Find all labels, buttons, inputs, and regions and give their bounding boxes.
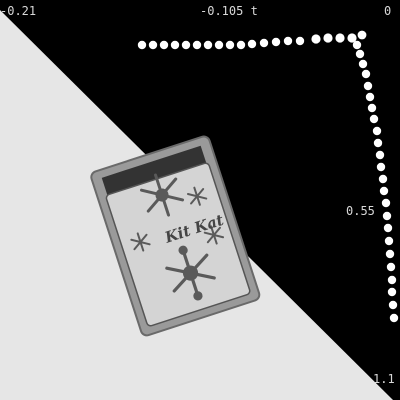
x-axis-max-label: 0 — [384, 4, 392, 18]
snowflake-icon-small — [130, 186, 225, 252]
x-axis-mid-label: -0.105 t — [200, 4, 258, 18]
trajectory-dots-vertical — [352, 40, 399, 323]
y-axis-max-label: 1.1 — [373, 372, 395, 386]
trajectory-dots-horizontal — [137, 30, 367, 50]
snack-packet: Kit Kat — [90, 135, 261, 337]
y-axis-mid-label: 0.55 — [346, 204, 375, 218]
snowflake-icon — [140, 173, 185, 217]
snowflake-icon-large — [165, 245, 216, 301]
x-axis-min-label: -0.21 — [0, 4, 37, 18]
packet-body — [106, 163, 250, 326]
